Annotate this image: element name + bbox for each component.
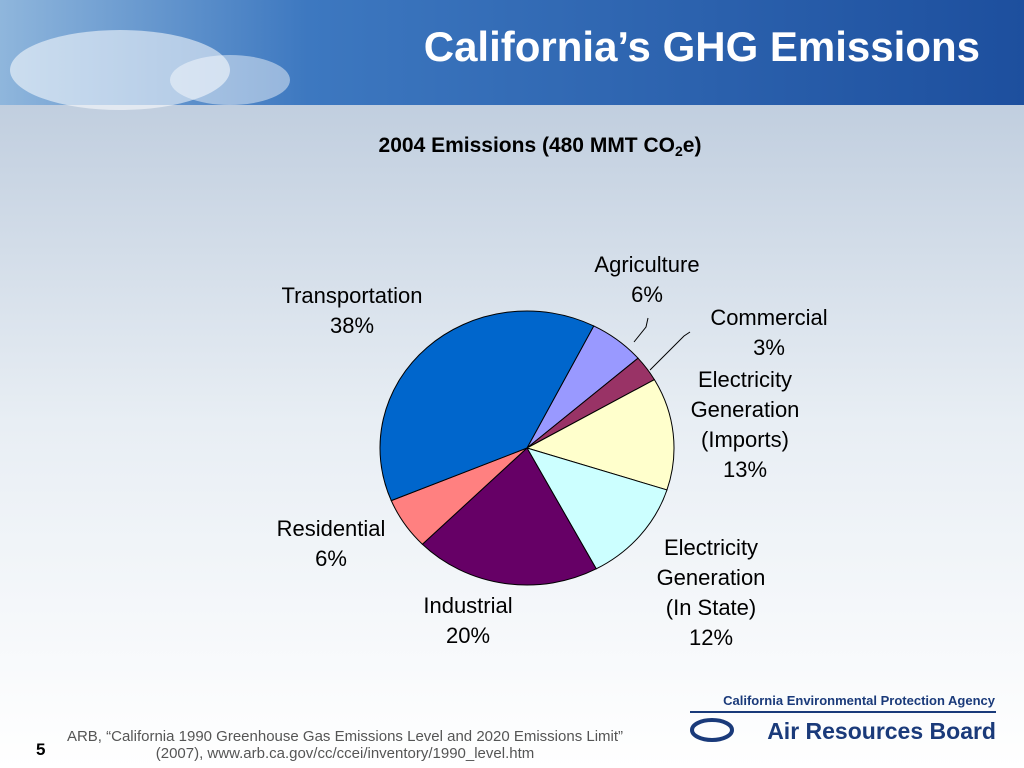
- pie: [379, 310, 675, 586]
- logo-icon: [690, 718, 734, 742]
- slice-value-label: 38%: [330, 313, 374, 338]
- slice-value-label: 3%: [753, 335, 785, 360]
- chart-title-part: e): [683, 134, 702, 157]
- slice-label: Generation: [691, 397, 800, 422]
- source-note: (2007), www.arb.ca.gov/cc/ccei/inventory…: [156, 745, 535, 762]
- pie-labels: Agriculture 6% Commercial 3% Electricity Gene…: [277, 252, 828, 650]
- slice-label: Generation: [657, 565, 766, 590]
- agency-name: California Environmental Protection Agen…: [723, 693, 996, 708]
- slice-label: Transportation: [281, 283, 422, 308]
- slice-label: (Imports): [701, 427, 789, 452]
- cloud: [10, 30, 230, 110]
- slice-value-label: 13%: [723, 457, 767, 482]
- chart-title: 2004 Emissions (480 MMT CO2e): [379, 134, 702, 159]
- slice-label: Electricity: [698, 367, 792, 392]
- pie-slice: [379, 310, 595, 502]
- cloud: [170, 55, 290, 105]
- leader-line: [649, 331, 691, 371]
- leader-line: [633, 317, 649, 343]
- slice-label: Industrial: [423, 593, 512, 618]
- pie-slice: [421, 447, 597, 586]
- board-name: Air Resources Board: [767, 718, 996, 744]
- source-note: ARB, “California 1990 Greenhouse Gas Emi…: [67, 728, 623, 745]
- slice-value-label: 12%: [689, 625, 733, 650]
- slice-label: Agriculture: [594, 252, 699, 277]
- pie-slice: [525, 447, 668, 570]
- slice-label: Electricity: [664, 535, 758, 560]
- chart-title-subscript: 2: [675, 143, 683, 159]
- chart-title-part: 2004 Emissions (480 MMT CO: [379, 134, 675, 157]
- pie-slice: [525, 378, 675, 491]
- page-number: 5: [36, 740, 45, 759]
- slide-title: California’s GHG Emissions: [424, 23, 980, 70]
- slice-label: Residential: [277, 516, 386, 541]
- slice-label: (In State): [666, 595, 756, 620]
- slice-value-label: 20%: [446, 623, 490, 648]
- slice-value-label: 6%: [631, 282, 663, 307]
- slice-label: Commercial: [710, 305, 827, 330]
- slice-value-label: 6%: [315, 546, 347, 571]
